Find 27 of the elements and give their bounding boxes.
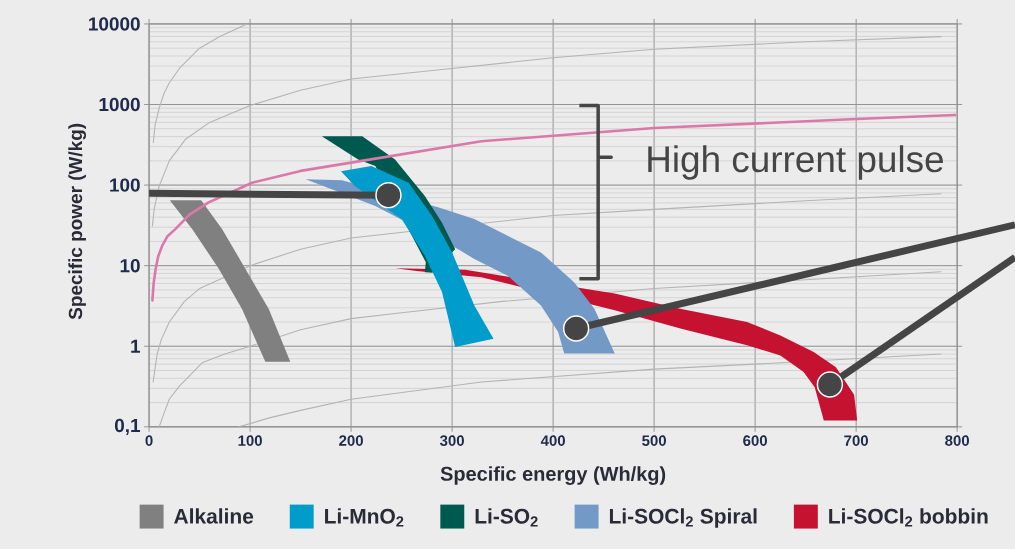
line-series bbox=[238, 353, 942, 427]
y-tick-label: 10 bbox=[120, 258, 140, 273]
x-tick-label: 400 bbox=[540, 435, 565, 446]
x-tick-label: 800 bbox=[945, 435, 969, 446]
line-series bbox=[152, 23, 248, 144]
x-tick-label: 100 bbox=[238, 435, 262, 446]
x-tick-label: 300 bbox=[439, 435, 464, 446]
y-tick-label: 100 bbox=[110, 178, 140, 192]
legend-label: Alkaline bbox=[174, 508, 254, 524]
x-tick-label: 200 bbox=[339, 435, 363, 446]
legend-label: Li-SOCl$_{2}$ bobbin bbox=[829, 508, 988, 527]
y-tick-label: 1000 bbox=[99, 97, 140, 111]
y-axis-title: Specific power (W/kg) bbox=[68, 123, 87, 319]
annotation: High current pulse bbox=[648, 145, 943, 180]
x-tick-label: 500 bbox=[642, 435, 666, 446]
x-axis-title: Specific energy (Wh/kg) bbox=[440, 466, 666, 485]
x-tick-label: 700 bbox=[844, 435, 868, 446]
x-tick-label: 0 bbox=[145, 435, 153, 446]
legend-label: Li-MnO$_{2}$ bbox=[325, 508, 404, 527]
legend-label: Li-SO$_{2}$ bbox=[475, 508, 538, 527]
x-tick-label: 600 bbox=[743, 435, 767, 446]
y-tick-label: 0,1 bbox=[114, 418, 141, 435]
line-series bbox=[151, 113, 957, 302]
line-series bbox=[151, 35, 942, 227]
y-tick-label: 10000 bbox=[89, 16, 140, 31]
legend-label: Li-SOCl$_{2}$ Spiral bbox=[609, 508, 757, 528]
y-tick-label: 1 bbox=[131, 339, 141, 353]
